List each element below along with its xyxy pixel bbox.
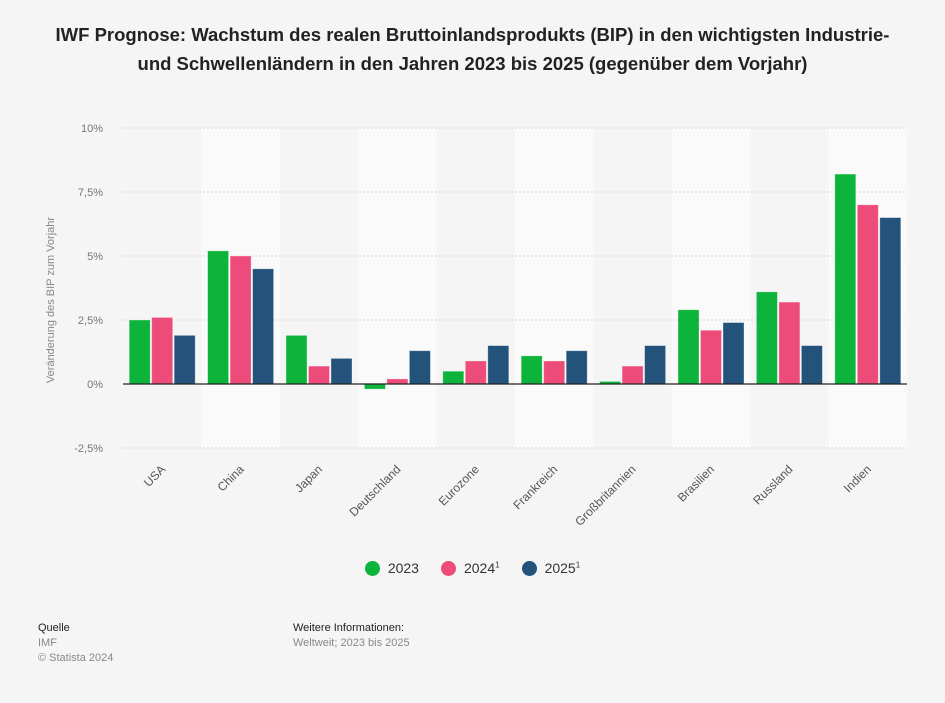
bar-2023 — [207, 250, 230, 385]
x-tick-label: Frankreich — [510, 462, 560, 512]
legend-label: 2023 — [387, 560, 419, 576]
legend-swatch — [364, 560, 380, 576]
bar-2023 — [128, 319, 151, 385]
bar-2024 — [308, 365, 330, 385]
legend-swatch — [521, 560, 537, 576]
bar-2024 — [778, 301, 801, 385]
x-tick-label: USA — [141, 462, 168, 489]
bar-2025 — [487, 345, 510, 385]
bar-2023 — [520, 355, 543, 385]
source-link[interactable]: IMF — [38, 637, 57, 649]
y-tick-label: 0% — [87, 379, 103, 391]
bar-2025 — [252, 268, 275, 385]
y-tick-label: -2,5% — [74, 443, 103, 455]
source-heading: Quelle — [38, 622, 70, 634]
x-tick-label: Deutschland — [346, 462, 403, 519]
bar-2023 — [363, 383, 386, 390]
bar-2025 — [801, 345, 823, 385]
bar-2024 — [229, 255, 252, 385]
bar-2023 — [677, 309, 700, 385]
legend-item-2024[interactable]: 20241 — [440, 560, 500, 576]
legend-label: 20251 — [544, 560, 581, 576]
x-tick-label: Großbritannien — [572, 462, 639, 529]
legend-label: 20241 — [463, 560, 500, 576]
bar-2025 — [565, 350, 588, 385]
bar-2025 — [644, 345, 666, 385]
bar-2024 — [543, 360, 566, 385]
y-tick-label: 2,5% — [78, 315, 103, 327]
y-axis-label: Veränderung des BIP zum Vorjahr — [45, 217, 57, 383]
bar-2024 — [856, 204, 879, 385]
bar-2025 — [330, 357, 353, 385]
legend: 2023 20241 20251 — [0, 560, 945, 576]
copyright: © Statista 2024 — [38, 652, 114, 664]
x-tick-label: China — [215, 462, 247, 494]
bar-2025 — [173, 334, 196, 385]
info-text: Weltweit; 2023 bis 2025 — [293, 637, 410, 649]
source-block: Quelle IMF © Statista 2024 — [38, 621, 113, 666]
chart-title: IWF Prognose: Wachstum des realen Brutto… — [55, 24, 890, 74]
bar-2024 — [700, 329, 722, 385]
bar-2024 — [386, 378, 409, 385]
info-heading: Weitere Informationen: — [293, 622, 405, 634]
bar-2025 — [408, 350, 431, 385]
legend-swatch — [440, 560, 456, 576]
y-tick-label: 7,5% — [78, 187, 103, 199]
bar-2025 — [879, 217, 902, 385]
bar-2023 — [442, 370, 465, 385]
bar-2025 — [722, 322, 745, 385]
category-band — [671, 128, 751, 448]
bar-2024 — [464, 360, 487, 385]
x-tick-label: Eurozone — [436, 462, 482, 508]
x-tick-label: Japan — [292, 462, 325, 495]
x-tick-label: Russland — [750, 462, 795, 507]
bar-2024 — [151, 317, 174, 385]
bar-chart: 10% 7,5% 5% 2,5% 0% -2,5% USA China Japan Deutsch… — [45, 123, 907, 529]
legend-item-2025[interactable]: 20251 — [521, 560, 581, 576]
x-tick-label: Indien — [841, 462, 874, 495]
y-tick-label: 10% — [81, 123, 103, 135]
legend-item-2023[interactable]: 2023 — [364, 560, 419, 576]
bar-2023 — [834, 173, 857, 385]
bar-2023 — [285, 334, 308, 385]
x-tick-label: Brasilien — [675, 462, 717, 504]
bar-2023 — [756, 291, 778, 385]
category-band — [358, 128, 437, 448]
bar-2024 — [621, 365, 644, 385]
y-tick-label: 5% — [87, 251, 103, 263]
info-block: Weitere Informationen: Weltweit; 2023 bi… — [293, 621, 410, 651]
category-band — [515, 128, 594, 448]
